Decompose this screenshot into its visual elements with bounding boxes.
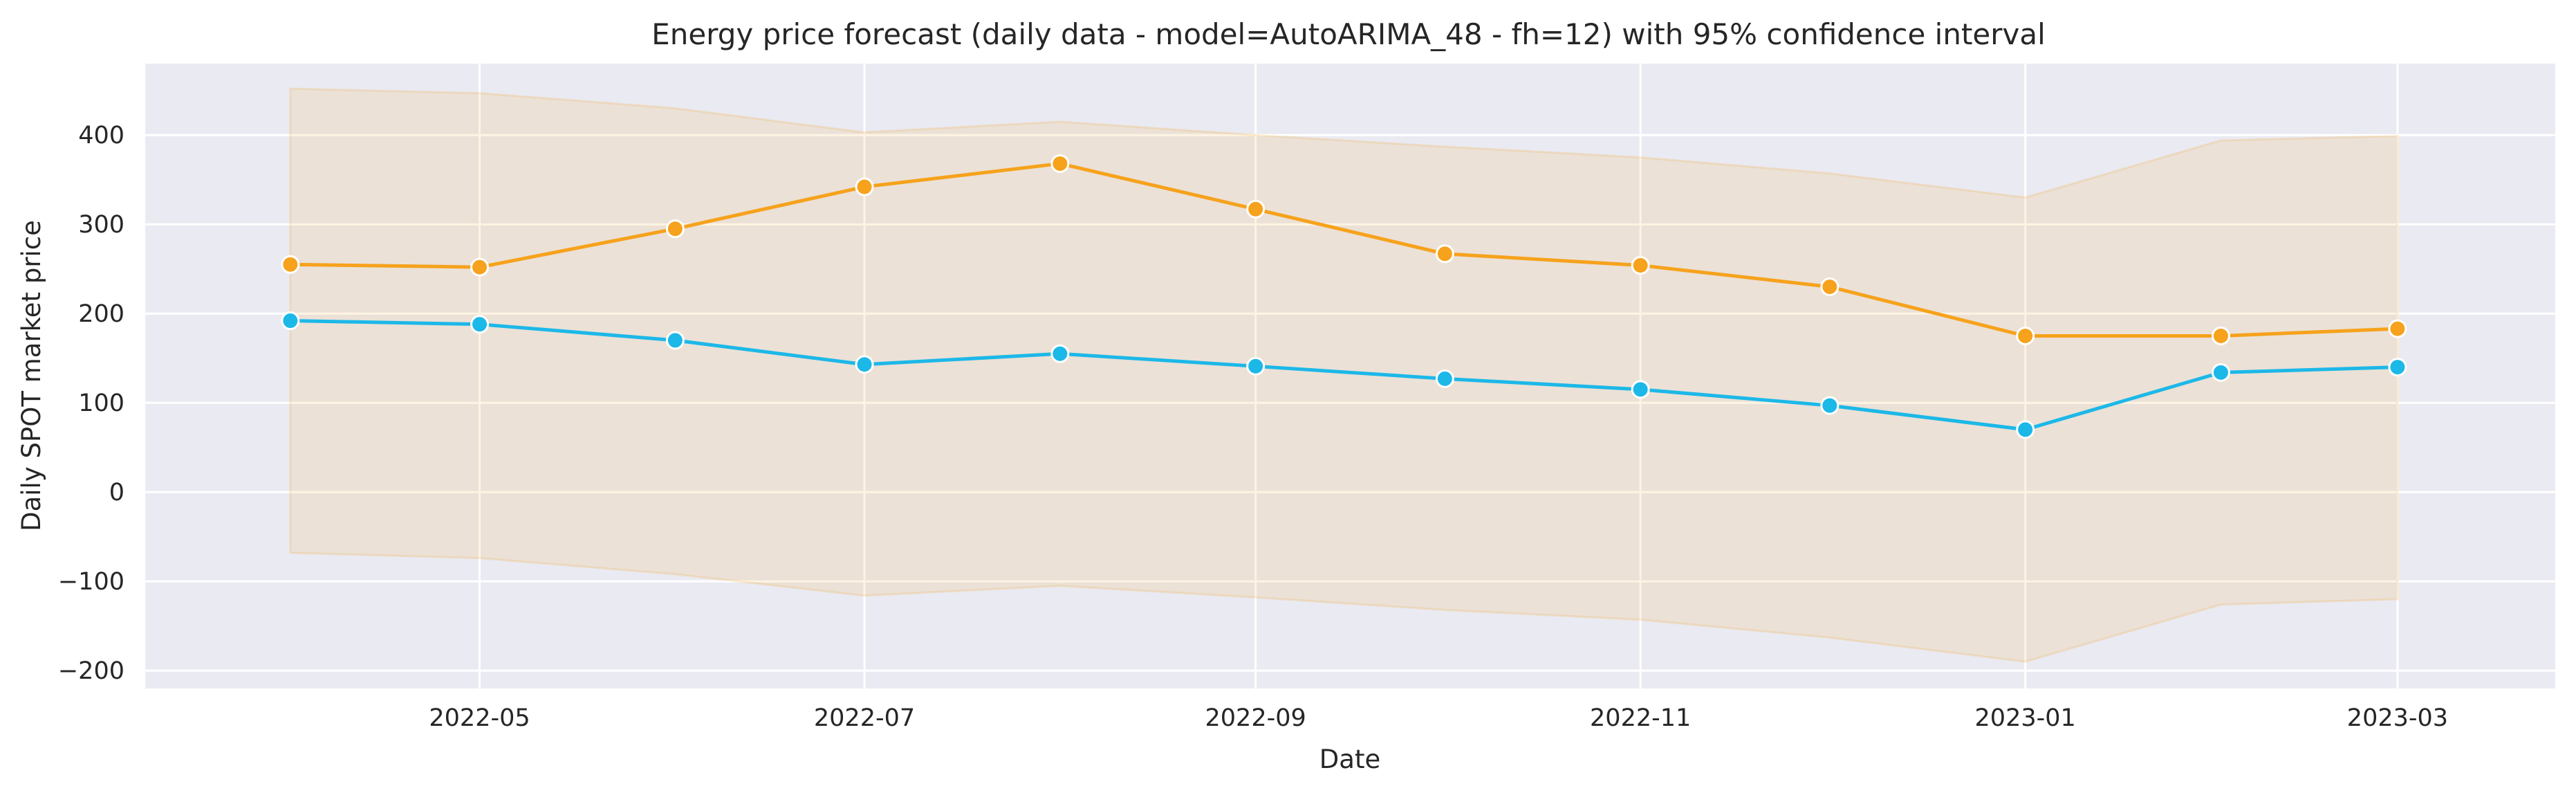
- grid: [145, 64, 2555, 688]
- data-point: [2211, 363, 2230, 382]
- data-point: [470, 257, 490, 277]
- data-point: [1631, 380, 1650, 399]
- data-point: [1435, 369, 1454, 388]
- data-point: [1820, 396, 1840, 415]
- y-tick-label: 0: [109, 479, 124, 506]
- data-point: [1246, 356, 1266, 376]
- y-tick-label: −200: [58, 657, 124, 685]
- series-line: [290, 161, 2398, 338]
- y-axis-label: Daily SPOT market price: [17, 220, 46, 531]
- data-point: [1631, 256, 1650, 275]
- data-point: [1050, 154, 1070, 173]
- data-point: [1820, 277, 1840, 296]
- x-tick-label: 2022-07: [814, 704, 915, 732]
- x-tick-label: 2023-01: [1975, 704, 2076, 732]
- data-point: [470, 315, 490, 334]
- y-tick-label: 400: [78, 122, 124, 149]
- data-point: [2016, 420, 2035, 439]
- data-point: [2388, 319, 2407, 338]
- x-tick-labels: 2022-05 2022-07 2022-09 2022-11 2023-01 2023-…: [429, 704, 2448, 732]
- series-line: [290, 319, 2398, 432]
- series-group: [281, 154, 2407, 439]
- data-point: [2211, 326, 2230, 345]
- chart-title: Energy price forecast (daily data - mode…: [651, 17, 2046, 51]
- data-point: [1246, 199, 1266, 219]
- data-point: [1050, 344, 1070, 363]
- data-point: [281, 255, 300, 274]
- plot-area: [145, 64, 2555, 688]
- data-point: [665, 331, 685, 350]
- data-point: [2016, 326, 2035, 345]
- y-tick-label: 100: [78, 390, 124, 417]
- x-tick-label: 2022-09: [1205, 704, 1306, 732]
- y-tick-labels: −200 −100 0 100 200 300 400: [58, 122, 124, 685]
- data-point: [855, 355, 874, 374]
- x-tick-label: 2022-11: [1590, 704, 1691, 732]
- data-point: [855, 177, 874, 197]
- data-point: [281, 311, 300, 331]
- y-tick-label: 300: [78, 211, 124, 239]
- y-tick-label: 200: [78, 300, 124, 328]
- data-point: [2388, 358, 2407, 377]
- x-tick-label: 2022-05: [429, 704, 530, 732]
- y-tick-label: −100: [58, 568, 124, 596]
- confidence-band: [289, 87, 2399, 663]
- x-axis-label: Date: [1319, 744, 1380, 774]
- data-point: [1435, 244, 1454, 264]
- data-point: [665, 219, 685, 239]
- x-tick-label: 2023-03: [2347, 704, 2448, 732]
